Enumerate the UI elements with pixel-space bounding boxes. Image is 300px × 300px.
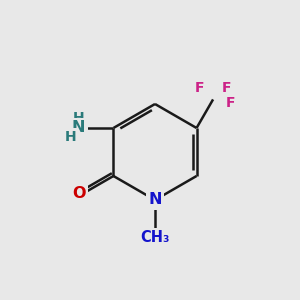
Text: N: N [72,121,85,136]
Text: CH₃: CH₃ [140,230,170,245]
Text: H: H [64,130,76,144]
Text: F: F [226,95,236,110]
Text: N: N [148,193,162,208]
Text: F: F [194,81,204,95]
Text: F: F [222,81,232,95]
Text: O: O [72,185,86,200]
Text: H: H [73,111,84,125]
